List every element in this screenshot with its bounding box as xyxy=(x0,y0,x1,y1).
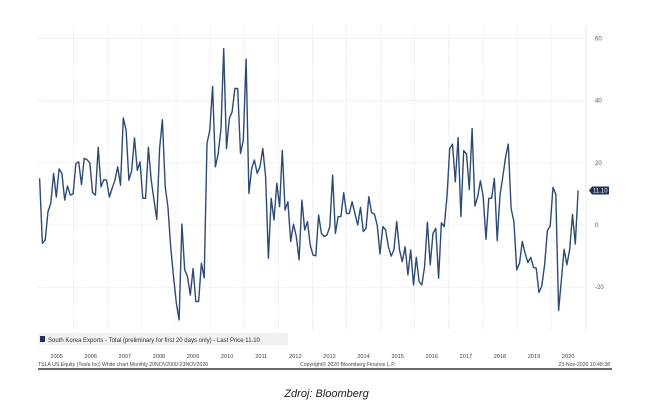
x-tick-label: 2019 xyxy=(528,354,540,360)
x-tick-label: 2017 xyxy=(460,354,472,360)
legend-label: South Korea Exports - Total (preliminary… xyxy=(48,338,261,344)
y-tick-label: -20 xyxy=(595,285,604,291)
x-tick-label: 2006 xyxy=(85,354,97,360)
series-line xyxy=(38,48,579,321)
x-tick-label: 2010 xyxy=(221,354,233,360)
x-tick-label: 2007 xyxy=(119,354,131,360)
y-tick-label: 60 xyxy=(595,36,602,42)
x-tick-label: 2018 xyxy=(494,354,506,360)
x-tick-label: 2005 xyxy=(50,354,62,360)
x-tick-label: 2015 xyxy=(391,354,403,360)
x-tick-label: 2020 xyxy=(562,354,574,360)
x-tick-label: 2011 xyxy=(255,354,267,360)
y-tick-label: 20 xyxy=(595,161,602,167)
footer-left: TSLA US Equity (Tesla Inc) White chart M… xyxy=(38,362,208,368)
y-tick-label: 40 xyxy=(595,99,602,105)
footer-copyright: Copyright© 2020 Bloomberg Finance L.P. xyxy=(300,361,395,368)
source-caption: Zdroj: Bloomberg xyxy=(284,388,369,400)
legend: South Korea Exports - Total (preliminary… xyxy=(38,333,288,345)
legend-swatch xyxy=(40,336,45,342)
last-price-label: 11.10 xyxy=(593,188,608,194)
x-tick-label: 2008 xyxy=(153,354,165,360)
last-price-tag: 11.10 xyxy=(589,186,609,195)
x-tick-label: 2016 xyxy=(426,354,438,360)
y-tick-label: 0 xyxy=(595,223,599,229)
footer-timestamp: 23-Nov-2020 10:48:38 xyxy=(558,362,610,368)
x-tick-label: 2012 xyxy=(289,354,301,360)
y-axis: 60 40 20 0 -20 xyxy=(595,36,604,291)
x-tick-label: 2014 xyxy=(357,354,369,360)
x-tick-label: 2009 xyxy=(187,354,199,360)
x-axis: 2005 2006 2007 2008 2009 2010 2011 2012 2013 2014… xyxy=(50,354,574,360)
x-tick-label: 2013 xyxy=(323,354,335,360)
